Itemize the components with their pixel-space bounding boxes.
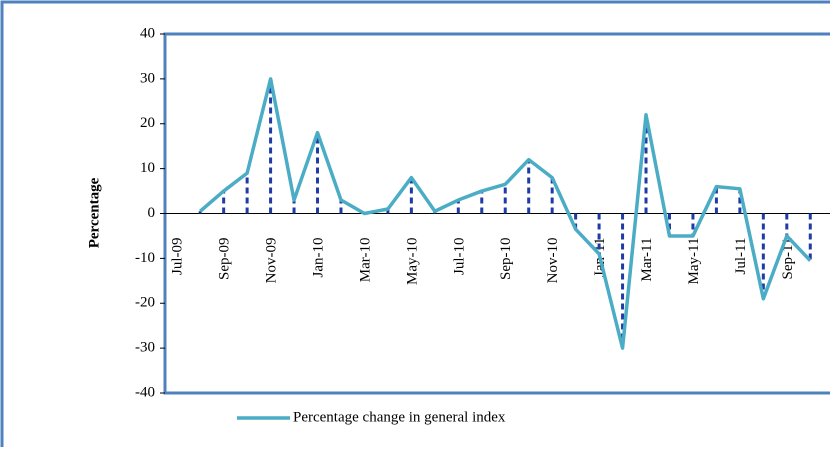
y-tick-label: 20: [140, 115, 155, 131]
x-tick-label: Jul-11: [733, 238, 749, 275]
y-tick-label: -30: [135, 340, 155, 356]
x-tick-label: Nov-09: [264, 238, 280, 284]
x-tick-label: Jul-09: [170, 238, 186, 276]
y-tick-label: -10: [135, 250, 155, 266]
x-tick-label: Jan-10: [311, 238, 327, 278]
x-tick-label: Nov-10: [545, 238, 561, 284]
y-tick-label: 10: [140, 160, 155, 176]
y-tick-label: 40: [140, 25, 155, 41]
y-tick-label: 30: [140, 70, 155, 86]
y-axis-title: Percentage: [86, 177, 102, 248]
y-tick-label: -40: [135, 384, 155, 400]
y-tick-label: 0: [148, 205, 156, 221]
x-tick-label: Sep-10: [498, 238, 514, 281]
x-tick-label: May-10: [404, 238, 420, 286]
y-tick-label: -20: [135, 295, 155, 311]
x-tick-label: May-11: [686, 238, 702, 285]
data-line: [199, 77, 812, 350]
legend-label: Percentage change in general index: [293, 409, 506, 425]
x-tick-label: Mar-10: [357, 238, 373, 283]
x-tick-label: Jul-10: [451, 238, 467, 276]
x-tick-label: Sep-09: [217, 238, 233, 281]
x-tick-label: Mar-11: [639, 238, 655, 282]
